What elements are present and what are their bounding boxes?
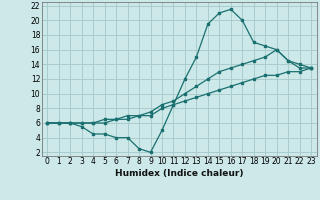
- X-axis label: Humidex (Indice chaleur): Humidex (Indice chaleur): [115, 169, 244, 178]
